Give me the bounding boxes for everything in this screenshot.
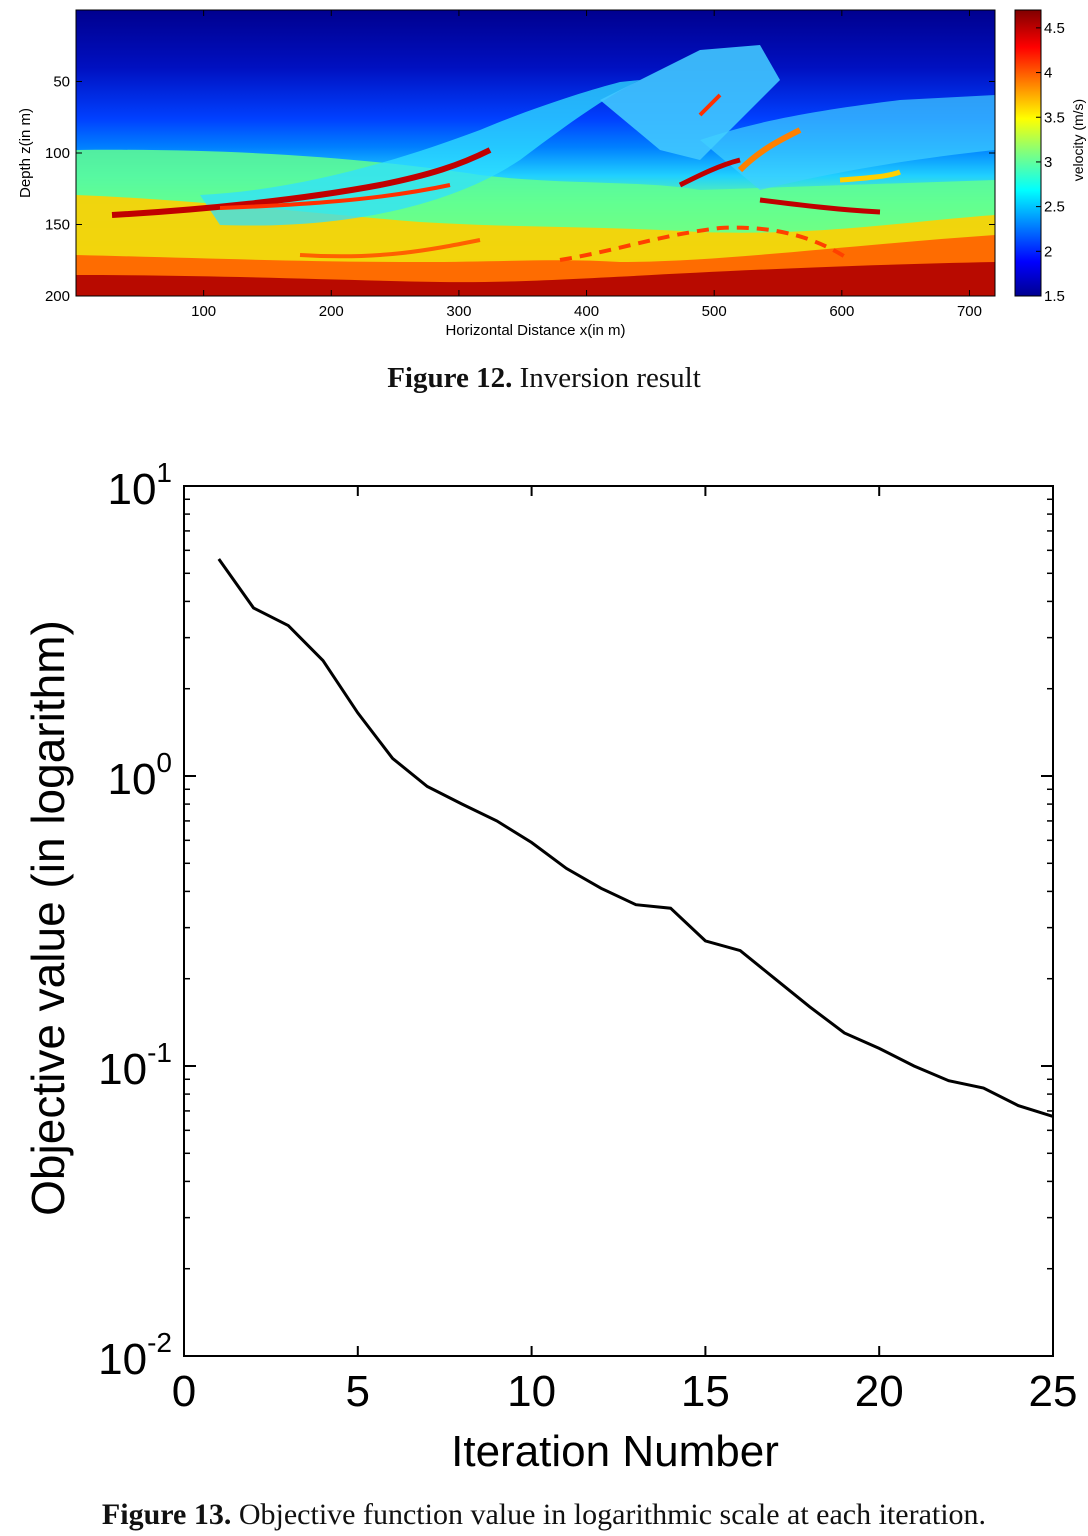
colorbar-label: velocity (m/s) <box>1070 99 1086 181</box>
x-axis-label: Iteration Number <box>451 1427 779 1476</box>
inversion-heatmap: 100 200 300 400 500 600 700 50 100 150 200 Horizont… <box>17 9 1086 339</box>
right-cyan-band <box>700 95 995 190</box>
colorbar-tick-label: 1.5 <box>1044 288 1065 305</box>
reflector-4 <box>559 225 852 262</box>
reflector-5 <box>678 157 741 188</box>
colorbar <box>1014 9 1042 297</box>
figure-13-caption-text: Objective function value in logarithmic … <box>238 1498 987 1531</box>
y-tick-exponent: 1 <box>156 457 172 488</box>
colorbar-tick-label: 2 <box>1044 243 1052 260</box>
y-tick-exponent: -1 <box>147 1037 172 1068</box>
reflector-1 <box>111 147 492 218</box>
heatmap-xtick-label: 300 <box>446 303 471 320</box>
reflector-7 <box>759 197 881 215</box>
x-tick-label: 10 <box>507 1367 556 1416</box>
y-tick-base: 10 <box>107 465 156 514</box>
fault-block-cyan <box>600 45 780 160</box>
y-tick-exponent: -2 <box>147 1327 172 1358</box>
y-axis-label: Objective value (in logarithm) <box>22 620 74 1216</box>
objective-series-line <box>217 558 1053 1118</box>
heatmap-ytick-label: 50 <box>53 74 70 91</box>
y-tick-exponent: 0 <box>156 747 172 778</box>
heatmap-xlabel: Horizontal Distance x(in m) <box>445 322 625 339</box>
heatmap-xtick-label: 400 <box>574 303 599 320</box>
y-tick-label: 101 <box>107 457 172 514</box>
figure-13-label: Figure 13. <box>101 1498 232 1531</box>
reflector-6 <box>737 127 802 173</box>
anticline-cyan <box>200 80 640 226</box>
y-tick-base: 10 <box>98 1335 147 1384</box>
figure-13-caption: Figure 13. Objective function value in l… <box>0 1498 1088 1532</box>
y-tick-label: 100 <box>107 747 172 804</box>
heatmap-xtick-label: 700 <box>957 303 982 320</box>
layer-darkred <box>76 262 995 296</box>
x-tick-label: 0 <box>172 1367 196 1416</box>
heatmap-ylabel: Depth z(in m) <box>17 108 34 198</box>
y-tick-base: 10 <box>107 755 156 804</box>
reflector-3 <box>299 238 481 259</box>
heatmap-xtick-label: 200 <box>319 303 344 320</box>
heatmap-ytick-label: 200 <box>45 288 70 305</box>
x-tick-label: 15 <box>681 1367 730 1416</box>
figure-12-caption-text: Inversion result <box>519 362 701 394</box>
colorbar-tick-label: 4 <box>1044 65 1052 82</box>
y-tick-base: 10 <box>98 1045 147 1094</box>
figure-12-label: Figure 12. <box>387 362 513 394</box>
heatmap-xtick-label: 600 <box>829 303 854 320</box>
x-tick-label: 5 <box>346 1367 370 1416</box>
heatmap-ytick-label: 100 <box>45 145 70 162</box>
colorbar-tick-label: 4.5 <box>1044 20 1065 37</box>
velocity-field <box>76 10 995 296</box>
line-chart-frame <box>183 485 1054 1357</box>
colorbar-tick-label: 3 <box>1044 154 1052 171</box>
heatmap-xtick-label: 100 <box>191 303 216 320</box>
reflector-2 <box>219 183 451 210</box>
y-tick-label: 10-2 <box>98 1327 172 1384</box>
colorbar-tick-label: 3.5 <box>1044 109 1065 126</box>
heatmap-ytick-label: 150 <box>45 217 70 234</box>
colorbar-tick-label: 2.5 <box>1044 199 1065 216</box>
reflector-9 <box>698 93 722 117</box>
y-tick-label: 10-1 <box>98 1037 172 1094</box>
figure-12-caption: Figure 12. Inversion result <box>0 362 1088 395</box>
x-tick-label: 20 <box>855 1367 904 1416</box>
heatmap-xtick-label: 500 <box>702 303 727 320</box>
x-tick-label: 25 <box>1029 1367 1078 1416</box>
reflector-8 <box>839 169 901 183</box>
